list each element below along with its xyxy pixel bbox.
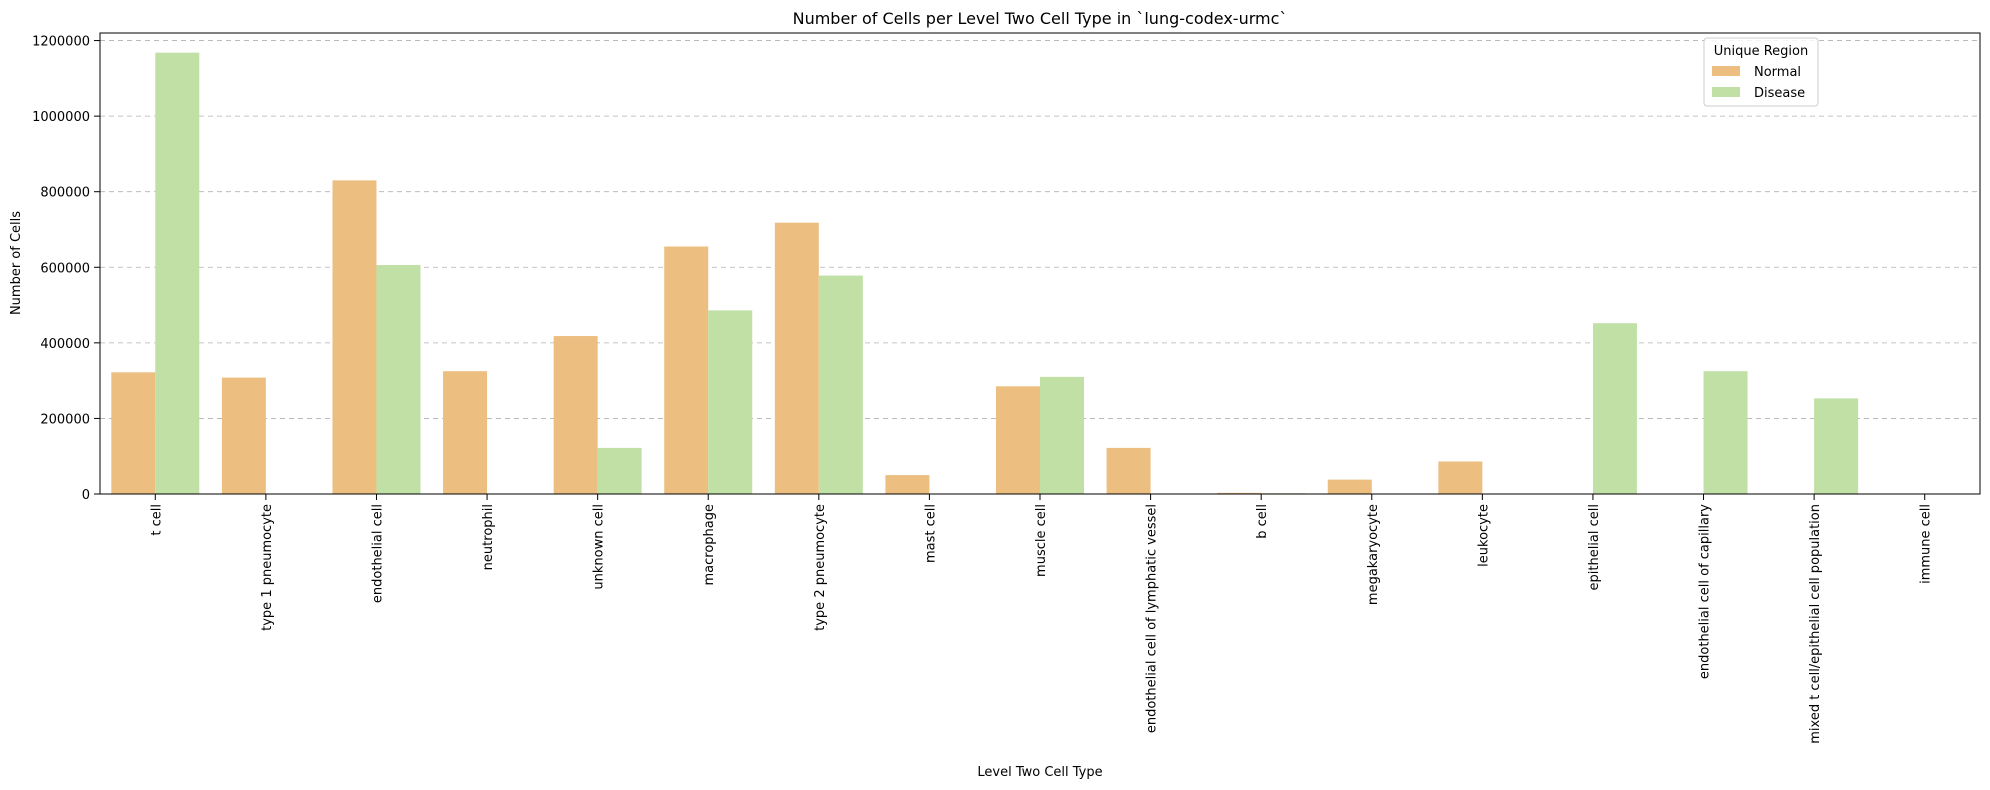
y-tick-label: 800000: [40, 186, 90, 201]
legend-label-normal: Normal: [1754, 65, 1801, 80]
y-axis: 0 200000 400000 600000 800000 1000000 1200000: [32, 35, 100, 503]
bar-normal-megakaryocyte: [1327, 479, 1372, 494]
bar-disease-t-cell: [155, 52, 200, 495]
bar-disease-macrophage: [708, 310, 753, 494]
bar-normal-b-cell: [1217, 492, 1262, 494]
x-tick-label: immune cell: [1919, 504, 1934, 584]
y-tick-label: 400000: [40, 337, 90, 352]
bar-normal-leukocyte: [1438, 461, 1483, 494]
bar-disease-mixed-t-cell-epithelial-cell-population: [1814, 398, 1859, 494]
x-tick-label: type 1 pneumocyte: [260, 504, 275, 631]
legend-title: Unique Region: [1714, 44, 1809, 59]
x-tick-label: muscle cell: [1034, 504, 1049, 577]
x-axis-title: Level Two Cell Type: [977, 765, 1102, 780]
legend-swatch-normal: [1712, 66, 1740, 76]
x-tick-label: leukocyte: [1476, 504, 1491, 567]
bar-normal-unknown-cell: [553, 336, 598, 494]
x-tick-label: t cell: [149, 504, 164, 536]
bar-disease-type-2-pneumocyte: [818, 275, 863, 494]
x-tick-label: macrophage: [702, 504, 717, 586]
y-tick-label: 1200000: [32, 35, 90, 50]
y-tick-label: 1000000: [32, 110, 90, 125]
x-tick-label: mast cell: [923, 504, 938, 563]
bar-normal-mast-cell: [885, 475, 930, 494]
bar-disease-muscle-cell: [1040, 376, 1084, 494]
x-tick-label: endothelial cell: [370, 504, 385, 603]
x-tick-label: megakaryocyte: [1366, 504, 1381, 605]
x-tick-label: mixed t cell/epithelial cell population: [1808, 504, 1823, 744]
legend-label-disease: Disease: [1754, 86, 1805, 101]
legend-swatch-disease: [1712, 87, 1740, 97]
bar-normal-muscle-cell: [996, 386, 1040, 494]
bar-normal-endothelial-cell: [332, 180, 377, 495]
x-tick-label: neutrophil: [481, 504, 496, 570]
bar-normal-t-cell: [111, 372, 156, 494]
bar-normal-type-1-pneumocyte: [221, 377, 266, 494]
bar-normal-endothelial-cell-of-lymphatic-vessel: [1106, 447, 1151, 494]
x-tick-label: b cell: [1255, 504, 1270, 539]
chart-title: Number of Cells per Level Two Cell Type …: [793, 9, 1288, 28]
bar-disease-epithelial-cell: [1592, 323, 1637, 494]
x-tick-label: endothelial cell of lymphatic vessel: [1145, 504, 1160, 733]
x-tick-label: endothelial cell of capillary: [1698, 504, 1713, 679]
y-axis-title: Number of Cells: [9, 211, 24, 315]
bar-normal-macrophage: [664, 246, 709, 494]
x-tick-label: type 2 pneumocyte: [813, 504, 828, 631]
bars: [111, 52, 1859, 495]
bar-disease-endothelial-cell: [376, 265, 421, 494]
x-axis: t cell type 1 pneumocyte endothelial cell n…: [149, 494, 1934, 744]
x-tick-label: epithelial cell: [1587, 504, 1602, 591]
x-tick-label: unknown cell: [592, 504, 607, 590]
legend: Unique Region Normal Disease: [1703, 37, 1819, 107]
y-tick-label: 0: [82, 488, 90, 503]
bar-disease-unknown-cell: [597, 447, 642, 494]
bar-normal-neutrophil: [443, 371, 488, 494]
y-tick-label: 600000: [40, 261, 90, 276]
y-tick-label: 200000: [40, 412, 90, 427]
bar-normal-type-2-pneumocyte: [774, 222, 819, 494]
bar-disease-endothelial-cell-of-capillary: [1703, 371, 1748, 494]
